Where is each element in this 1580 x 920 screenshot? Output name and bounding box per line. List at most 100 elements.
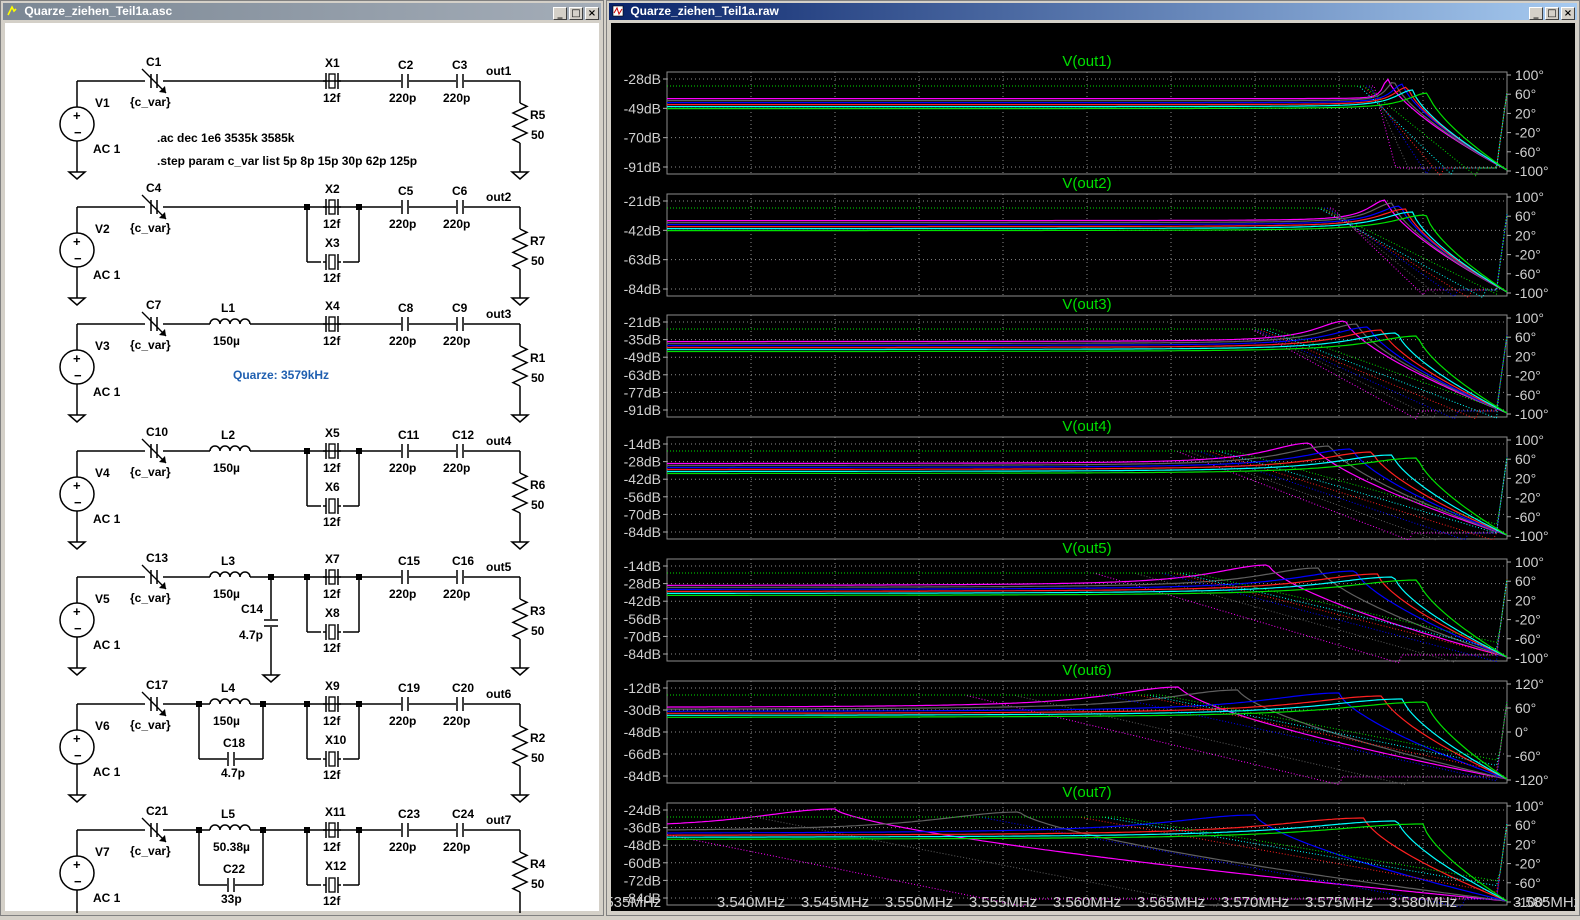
magnitude-trace (667, 823, 1508, 902)
close-button[interactable]: × (585, 7, 599, 20)
capacitor-value: {c_var} (130, 465, 171, 479)
capacitor-name: C5 (398, 184, 414, 198)
schematic-canvas[interactable]: + − V1 AC 1 C1 {c_var} X1 12f C2 C3 220p 220p out1 R5… (5, 23, 601, 913)
capacitor-value: {c_var} (130, 591, 171, 605)
magnitude-trace (666, 686, 1508, 780)
net-label: out7 (486, 813, 512, 827)
magnitude-trace (667, 817, 1508, 902)
capacitor-name: C17 (146, 678, 168, 692)
phase-trace (667, 816, 1508, 908)
y2-tick-label: 60° (1515, 817, 1536, 833)
waveform-titlebar[interactable]: Quarze_ziehen_Teil1a.raw _ □ × (609, 3, 1577, 20)
y2-tick-label: 0° (1515, 724, 1528, 740)
y2-tick-label: 100° (1515, 798, 1544, 814)
schematic-window[interactable]: Quarze_ziehen_Teil1a.asc _ □ × + − V1 AC 1 C1 {… (0, 0, 604, 916)
plot-pane[interactable]: V(out3) -21dB -35dB-49dB -63dB-77dB -91dB 100… (624, 296, 1549, 422)
y-tick-label: -28dB (624, 71, 661, 87)
resistor-value: 50 (531, 751, 545, 765)
magnitude-trace (667, 445, 1508, 536)
maximize-button[interactable]: □ (569, 7, 583, 20)
capacitor-name: C15 (398, 554, 420, 568)
crystal-value: 12f (323, 768, 341, 782)
waveform-canvas[interactable]: V(out1) -28dB -49dB -70dB -91dB 100° 60° 20° -20… (611, 23, 1577, 913)
plus-sign: + (73, 604, 81, 619)
trace-title: V(out4) (1062, 418, 1111, 435)
y2-tick-label: -60° (1515, 509, 1541, 525)
y2-tick-label: 60° (1515, 329, 1536, 345)
capacitor-value: 220p (443, 461, 470, 475)
x-tick-label: 3.555MHz (969, 894, 1037, 911)
magnitude-trace (667, 695, 1508, 780)
magnitude-trace (667, 564, 1508, 658)
x-tick-label: 3.575MHz (1305, 894, 1373, 911)
net-label: out4 (486, 434, 512, 448)
plot-pane[interactable]: V(out6) -12dB -30dB -48dB -66dB -84dB 120° 60° 0… (624, 662, 1549, 788)
resistor-name: R1 (530, 351, 546, 365)
y-tick-label: -42dB (624, 222, 661, 238)
plot-pane[interactable]: V(out1) -28dB -49dB -70dB -91dB 100° 60° 20° -20… (624, 53, 1549, 179)
y2-tick-label: -100° (1515, 894, 1549, 910)
magnitude-trace (667, 211, 1508, 293)
crystal-name: X11 (325, 805, 346, 819)
capacitor-name: C21 (146, 804, 168, 818)
waveform-window[interactable]: Quarze_ziehen_Teil1a.raw _ □ × V(out1) -28d… (606, 0, 1580, 916)
capacitor-value: 220p (443, 714, 470, 728)
phase-trace (667, 207, 1508, 295)
schematic-titlebar[interactable]: Quarze_ziehen_Teil1a.asc _ □ × (3, 3, 601, 20)
crystal-name: X9 (325, 679, 340, 693)
variable-capacitor-arrowhead (159, 456, 166, 463)
crystal-name: X10 (325, 733, 347, 747)
capacitor-name: C13 (146, 551, 168, 565)
close-button[interactable]: × (1561, 7, 1575, 20)
capacitor-value: 4.7p (239, 628, 263, 642)
inductor-value: 150µ (213, 334, 240, 348)
x-tick-label: 3.570MHz (1221, 894, 1289, 911)
y2-tick-label: 60° (1515, 700, 1536, 716)
plot-frame (666, 71, 1508, 175)
minimize-button[interactable]: _ (1529, 7, 1543, 20)
y2-tick-label: -20° (1515, 368, 1541, 384)
magnitude-trace (667, 573, 1508, 658)
capacitor-value: 220p (389, 587, 416, 601)
capacitor-value: {c_var} (130, 718, 171, 732)
magnitude-trace (667, 820, 1508, 902)
y-tick-label: -84dB (624, 524, 661, 540)
net-label: out3 (486, 307, 512, 321)
phase-trace (667, 572, 1508, 650)
y2-tick-label: 100° (1515, 67, 1544, 83)
inductor (209, 698, 251, 705)
resistor-value: 50 (531, 128, 545, 142)
capacitor-value: 4.7p (221, 766, 245, 780)
magnitude-trace (667, 205, 1508, 293)
maximize-button[interactable]: □ (1545, 7, 1559, 20)
magnitude-trace (667, 579, 1508, 658)
phase-trace (667, 450, 1508, 525)
plot-pane[interactable]: V(out7) -24dB -36dB-48dB -60dB-72dB -84dB 100… (624, 784, 1549, 910)
magnitude-trace (667, 442, 1508, 536)
phase-trace (667, 572, 1508, 664)
magnitude-trace (667, 567, 1508, 658)
source-name: V5 (95, 592, 110, 606)
minus-sign: − (74, 621, 82, 636)
magnitude-trace (667, 692, 1508, 780)
resistor-value: 50 (531, 371, 545, 385)
magnitude-trace (667, 214, 1508, 293)
crystal-name: X4 (325, 299, 340, 313)
y2-tick-label: -120° (1515, 772, 1549, 788)
y2-tick-label: 100° (1515, 554, 1544, 570)
inductor (209, 824, 251, 831)
y-tick-label: -70dB (624, 130, 661, 146)
x-tick-label: 3.565MHz (1137, 894, 1205, 911)
ground-symbol (510, 541, 530, 550)
plot-pane[interactable]: V(out2) -21dB -42dB -63dB -84dB 100° 60° 20° -20… (624, 175, 1549, 301)
plot-pane[interactable]: V(out4) -14dB -28dB-42dB -56dB-70dB -84dB 100… (624, 418, 1549, 544)
plot-pane[interactable]: V(out5) -14dB -28dB-42dB -56dB-70dB -84dB 100… (624, 540, 1549, 666)
magnitude-trace (667, 82, 1508, 171)
phase-trace (667, 694, 1508, 786)
minimize-button[interactable]: _ (553, 7, 567, 20)
magnitude-trace (667, 86, 1508, 171)
y-tick-label: -21dB (624, 314, 661, 330)
net-label: out2 (486, 190, 512, 204)
y2-tick-label: 20° (1515, 227, 1536, 243)
phase-trace (667, 816, 1508, 882)
